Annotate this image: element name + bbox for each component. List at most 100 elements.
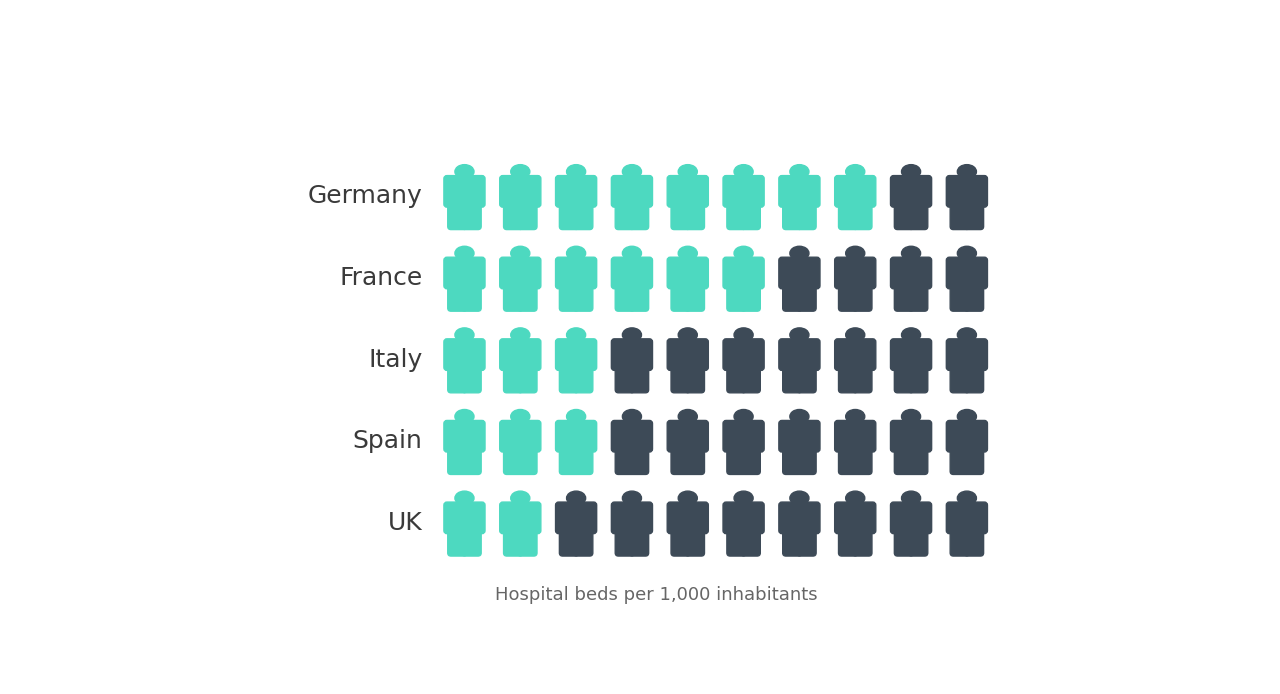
- FancyBboxPatch shape: [778, 176, 820, 208]
- FancyBboxPatch shape: [448, 366, 467, 393]
- FancyBboxPatch shape: [909, 366, 928, 393]
- Text: Hospital beds per 1,000 inhabitants: Hospital beds per 1,000 inhabitants: [494, 586, 818, 604]
- FancyBboxPatch shape: [946, 257, 987, 289]
- FancyBboxPatch shape: [723, 502, 764, 534]
- Ellipse shape: [678, 409, 698, 423]
- FancyBboxPatch shape: [630, 202, 649, 230]
- FancyBboxPatch shape: [518, 366, 538, 393]
- FancyBboxPatch shape: [444, 176, 485, 208]
- Ellipse shape: [678, 246, 698, 260]
- FancyBboxPatch shape: [723, 176, 764, 208]
- FancyBboxPatch shape: [965, 202, 983, 230]
- Ellipse shape: [511, 409, 530, 423]
- Text: Italy: Italy: [369, 348, 422, 372]
- FancyBboxPatch shape: [573, 366, 593, 393]
- FancyBboxPatch shape: [797, 284, 817, 311]
- FancyBboxPatch shape: [950, 366, 969, 393]
- FancyBboxPatch shape: [462, 284, 481, 311]
- FancyBboxPatch shape: [852, 284, 872, 311]
- FancyBboxPatch shape: [671, 447, 690, 475]
- FancyBboxPatch shape: [518, 447, 538, 475]
- Ellipse shape: [622, 409, 641, 423]
- FancyBboxPatch shape: [838, 447, 858, 475]
- FancyBboxPatch shape: [448, 284, 467, 311]
- FancyBboxPatch shape: [891, 176, 932, 208]
- FancyBboxPatch shape: [630, 366, 649, 393]
- FancyBboxPatch shape: [685, 284, 704, 311]
- FancyBboxPatch shape: [852, 447, 872, 475]
- Ellipse shape: [567, 491, 586, 505]
- Ellipse shape: [454, 409, 474, 423]
- Ellipse shape: [957, 328, 977, 342]
- FancyBboxPatch shape: [950, 284, 969, 311]
- Ellipse shape: [567, 246, 586, 260]
- Ellipse shape: [901, 328, 920, 342]
- Ellipse shape: [790, 246, 809, 260]
- FancyBboxPatch shape: [727, 447, 746, 475]
- Ellipse shape: [901, 491, 920, 505]
- Ellipse shape: [790, 409, 809, 423]
- FancyBboxPatch shape: [462, 202, 481, 230]
- FancyBboxPatch shape: [503, 529, 522, 556]
- FancyBboxPatch shape: [630, 284, 649, 311]
- FancyBboxPatch shape: [448, 447, 467, 475]
- FancyBboxPatch shape: [499, 339, 541, 371]
- FancyBboxPatch shape: [741, 366, 760, 393]
- FancyBboxPatch shape: [895, 284, 914, 311]
- FancyBboxPatch shape: [559, 366, 579, 393]
- FancyBboxPatch shape: [950, 447, 969, 475]
- Ellipse shape: [733, 164, 753, 178]
- FancyBboxPatch shape: [797, 366, 817, 393]
- FancyBboxPatch shape: [556, 257, 596, 289]
- FancyBboxPatch shape: [685, 447, 704, 475]
- FancyBboxPatch shape: [909, 447, 928, 475]
- Ellipse shape: [567, 164, 586, 178]
- FancyBboxPatch shape: [782, 202, 801, 230]
- FancyBboxPatch shape: [667, 257, 708, 289]
- FancyBboxPatch shape: [891, 339, 932, 371]
- FancyBboxPatch shape: [616, 447, 635, 475]
- FancyBboxPatch shape: [838, 529, 858, 556]
- FancyBboxPatch shape: [946, 339, 987, 371]
- FancyBboxPatch shape: [891, 421, 932, 452]
- Ellipse shape: [733, 491, 753, 505]
- Ellipse shape: [846, 164, 865, 178]
- FancyBboxPatch shape: [723, 257, 764, 289]
- FancyBboxPatch shape: [671, 366, 690, 393]
- Ellipse shape: [454, 164, 474, 178]
- FancyBboxPatch shape: [612, 257, 653, 289]
- Ellipse shape: [733, 328, 753, 342]
- FancyBboxPatch shape: [909, 202, 928, 230]
- FancyBboxPatch shape: [741, 202, 760, 230]
- FancyBboxPatch shape: [946, 421, 987, 452]
- FancyBboxPatch shape: [797, 447, 817, 475]
- FancyBboxPatch shape: [950, 202, 969, 230]
- Ellipse shape: [790, 164, 809, 178]
- FancyBboxPatch shape: [797, 529, 817, 556]
- FancyBboxPatch shape: [444, 339, 485, 371]
- FancyBboxPatch shape: [727, 284, 746, 311]
- FancyBboxPatch shape: [503, 202, 522, 230]
- Text: Germany: Germany: [308, 185, 422, 208]
- FancyBboxPatch shape: [667, 421, 708, 452]
- FancyBboxPatch shape: [741, 284, 760, 311]
- Text: UK: UK: [388, 511, 422, 535]
- FancyBboxPatch shape: [838, 366, 858, 393]
- Ellipse shape: [622, 246, 641, 260]
- FancyBboxPatch shape: [895, 202, 914, 230]
- Ellipse shape: [957, 246, 977, 260]
- FancyBboxPatch shape: [499, 176, 541, 208]
- FancyBboxPatch shape: [835, 176, 876, 208]
- FancyBboxPatch shape: [630, 529, 649, 556]
- FancyBboxPatch shape: [671, 284, 690, 311]
- FancyBboxPatch shape: [499, 257, 541, 289]
- FancyBboxPatch shape: [838, 284, 858, 311]
- FancyBboxPatch shape: [891, 502, 932, 534]
- FancyBboxPatch shape: [852, 366, 872, 393]
- FancyBboxPatch shape: [909, 284, 928, 311]
- FancyBboxPatch shape: [667, 339, 708, 371]
- FancyBboxPatch shape: [612, 421, 653, 452]
- Text: France: France: [339, 266, 422, 290]
- Ellipse shape: [846, 409, 865, 423]
- FancyBboxPatch shape: [741, 447, 760, 475]
